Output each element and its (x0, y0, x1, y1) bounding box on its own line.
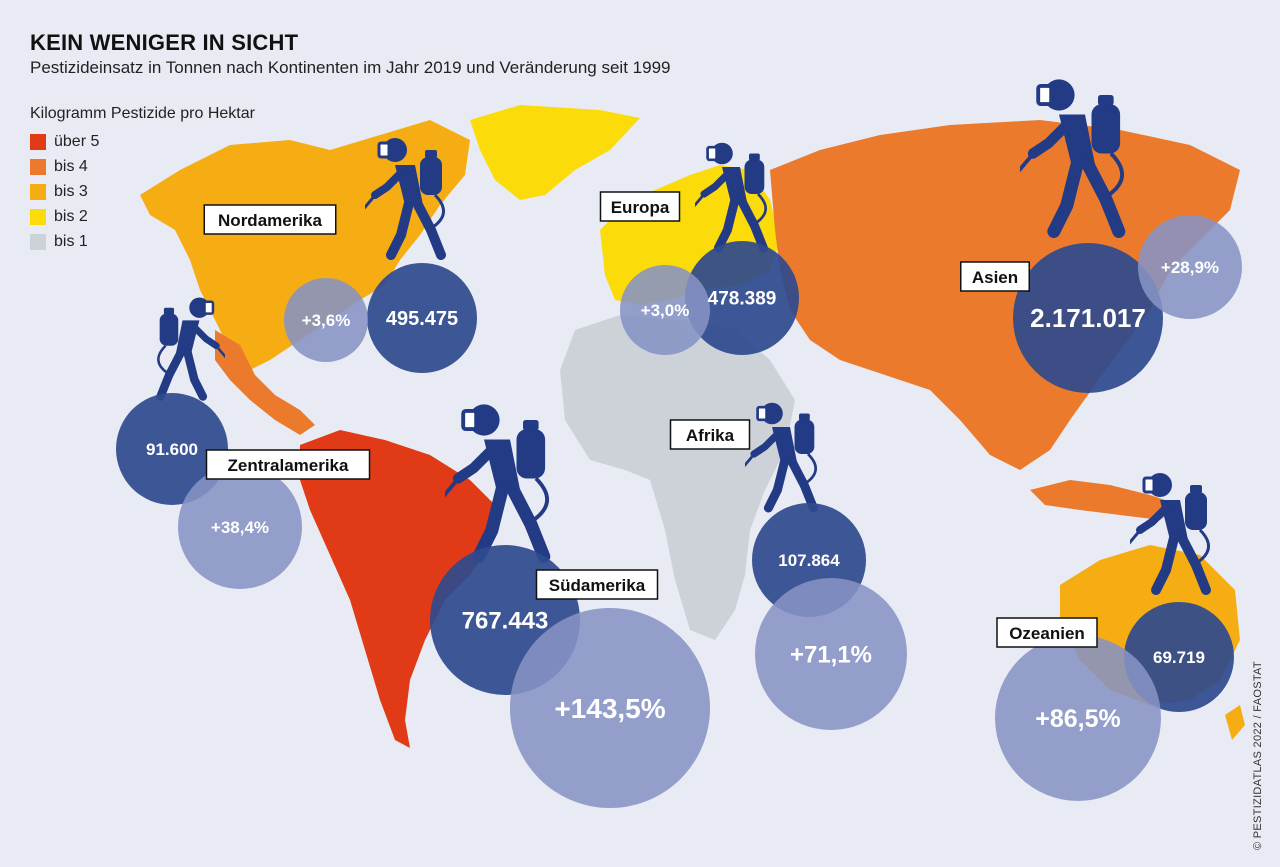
change-bubble (1138, 215, 1242, 319)
legend-label: bis 1 (54, 232, 88, 250)
continent-name-box: Asien (960, 261, 1030, 292)
change-label: +3,0% (641, 301, 690, 320)
change-label: +3,6% (302, 311, 351, 330)
volume-label: 107.864 (778, 551, 840, 570)
change-label: +143,5% (554, 693, 665, 724)
continent-name-box: Ozeanien (996, 617, 1098, 648)
continent-name-box: Nordamerika (203, 204, 337, 235)
legend-swatch (30, 133, 46, 150)
greenland-shape (470, 105, 640, 200)
volume-label: 495.475 (386, 308, 458, 330)
volume-bubble (685, 241, 799, 355)
continent-name: Nordamerika (218, 211, 322, 230)
legend-title: Kilogramm Pestizide pro Hektar (30, 105, 255, 122)
legend-swatch (30, 208, 46, 225)
legend: Kilogramm Pestizide pro Hektar über 5 bi… (30, 105, 255, 254)
legend-label: bis 3 (54, 182, 88, 200)
continent-name: Afrika (686, 426, 735, 445)
new-zealand-shape (1225, 705, 1245, 740)
volume-bubble (367, 263, 477, 373)
change-bubble (620, 265, 710, 355)
legend-item: bis 1 (30, 229, 255, 254)
legend-swatch (30, 183, 46, 200)
change-bubble (995, 635, 1161, 801)
continent-name-box: Zentralamerika (205, 449, 371, 480)
legend-label: bis 4 (54, 157, 88, 175)
map-title: KEIN WENIGER IN SICHT (30, 30, 299, 55)
continent-name: Zentralamerika (228, 456, 349, 475)
change-label: +86,5% (1035, 705, 1121, 733)
indonesia-shape (1030, 480, 1180, 520)
change-label: +71,1% (790, 641, 872, 668)
change-bubble (178, 465, 302, 589)
central-america-shape (215, 330, 315, 435)
change-bubble (755, 578, 907, 730)
volume-bubble (116, 393, 228, 505)
change-bubble (284, 278, 368, 362)
south-america-shape (300, 430, 495, 748)
legend-item: über 5 (30, 129, 255, 154)
legend-item: bis 4 (30, 154, 255, 179)
volume-label: 69.719 (1153, 648, 1205, 667)
continent-name: Europa (611, 198, 670, 217)
legend-label: über 5 (54, 132, 100, 150)
legend-swatch (30, 233, 46, 250)
legend-item: bis 2 (30, 204, 255, 229)
volume-label: 478.389 (708, 289, 777, 310)
asia-shape (770, 120, 1240, 470)
continent-name-box: Europa (599, 191, 681, 222)
continent-name-box: Afrika (669, 419, 751, 450)
volume-label: 91.600 (146, 440, 198, 459)
volume-label: 2.171.017 (1030, 303, 1146, 333)
change-label: +28,9% (1161, 258, 1219, 277)
legend-item: bis 3 (30, 179, 255, 204)
continent-name: Südamerika (549, 576, 646, 595)
africa-shape (560, 315, 795, 640)
legend-swatch (30, 158, 46, 175)
continent-name: Ozeanien (1009, 624, 1085, 643)
continent-name-box: Südamerika (535, 569, 659, 600)
change-label: +38,4% (211, 518, 269, 537)
legend-label: bis 2 (54, 207, 88, 225)
map-subtitle: Pestizideinsatz in Tonnen nach Kontinent… (30, 58, 671, 77)
continent-name: Asien (972, 268, 1018, 287)
volume-bubble (1013, 243, 1163, 393)
change-bubble (510, 608, 710, 808)
volume-label: 767.443 (462, 607, 549, 634)
source-credit: © PESTIZIDATLAS 2022 / FAOSTAT (1252, 661, 1264, 850)
